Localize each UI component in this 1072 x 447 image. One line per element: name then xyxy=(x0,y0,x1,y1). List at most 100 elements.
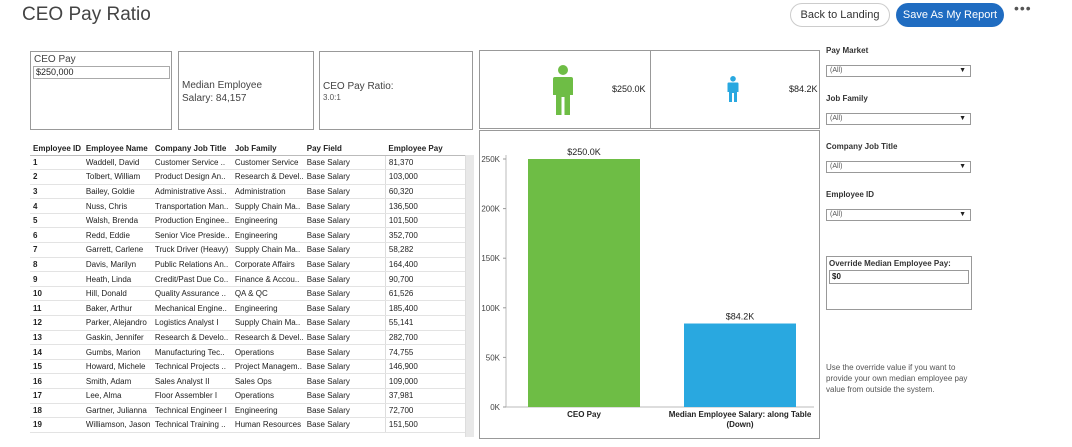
page-title: CEO Pay Ratio xyxy=(22,4,151,25)
table-cell: Smith, Adam xyxy=(82,373,152,389)
table-cell: 6 xyxy=(30,227,83,244)
filter-select-value: (All) xyxy=(830,163,843,170)
ceo-pay-input[interactable]: $250,000 xyxy=(33,66,170,79)
table-cell: 9 xyxy=(30,271,83,287)
ceo-pay-card: CEO Pay $250,000 xyxy=(30,51,172,130)
table-cell: Base Salary xyxy=(303,271,386,287)
table-scrollbar[interactable] xyxy=(465,155,474,437)
override-median-input[interactable]: $0 xyxy=(829,270,969,284)
table-cell: Transportation Man.. xyxy=(151,198,232,214)
filter-label: Job Family xyxy=(826,94,868,103)
table-cell: Technical Projects .. xyxy=(151,359,232,375)
filter-select[interactable]: (All) ▼ xyxy=(826,65,971,77)
table-cell: 55,141 xyxy=(384,315,466,331)
more-options-icon[interactable]: ••• xyxy=(1014,0,1032,16)
pay-comparison-chart-svg: 0K 50K 100K 150K 200K 250K $250.0K CEO Pay $84.2… xyxy=(481,147,814,429)
table-cell: Williamson, Jason xyxy=(82,417,152,433)
table-cell: 3 xyxy=(30,184,83,200)
column-header[interactable]: Company Job Title xyxy=(151,143,232,156)
chevron-down-icon[interactable]: ▼ xyxy=(959,211,966,218)
table-cell: 1 xyxy=(30,155,83,171)
bar xyxy=(528,159,640,407)
table-cell: Research & Develo.. xyxy=(151,330,232,346)
column-header[interactable]: Employee ID xyxy=(30,143,83,156)
filter-select[interactable]: (All) ▼ xyxy=(826,113,971,125)
employee-person-head xyxy=(730,76,736,82)
table-cell: Quality Assurance .. xyxy=(151,286,232,302)
save-report-button[interactable]: Save As My Report xyxy=(896,3,1004,27)
table-cell: Customer Service xyxy=(231,155,304,171)
chevron-down-icon[interactable]: ▼ xyxy=(959,163,966,170)
filter-label: Employee ID xyxy=(826,190,875,199)
table-row[interactable]: 15 Howard, Michele Technical Projects .. Pr… xyxy=(30,359,466,375)
chevron-down-icon[interactable]: ▼ xyxy=(959,67,966,74)
table-cell: Mechanical Engine.. xyxy=(151,300,232,317)
column-header[interactable]: Job Family xyxy=(231,143,304,156)
table-row[interactable]: 2 Tolbert, William Product Design An.. Rese… xyxy=(30,169,466,185)
table-row[interactable]: 1 Waddell, David Customer Service .. Custom… xyxy=(30,155,466,171)
table-cell: Garrett, Carlene xyxy=(82,242,152,258)
table-cell: Operations xyxy=(231,388,304,404)
back-to-landing-button[interactable]: Back to Landing xyxy=(790,3,890,27)
column-header[interactable]: Pay Field xyxy=(303,143,386,156)
column-header[interactable]: Employee Name xyxy=(82,143,152,156)
employee-person-icon xyxy=(727,76,739,102)
ceo-person-body xyxy=(553,77,573,115)
table-cell: Lee, Alma xyxy=(82,388,152,404)
table-cell: Base Salary xyxy=(303,242,386,258)
table-row[interactable]: 8 Davis, Marilyn Public Relations An.. Corp… xyxy=(30,257,466,273)
median-salary-label: Median Employee Salary: 84,157 xyxy=(182,79,262,105)
table-row[interactable]: 14 Gumbs, Marion Manufacturing Tec.. Operat… xyxy=(30,344,466,360)
employee-icon-card: $84.2K xyxy=(650,50,820,129)
filter-select[interactable]: (All) ▼ xyxy=(826,209,971,221)
table-row[interactable]: 6 Redd, Eddie Senior Vice Preside.. Enginee… xyxy=(30,227,466,244)
table-cell: Base Salary xyxy=(303,198,386,214)
y-tick-label: 150K xyxy=(481,254,500,263)
median-salary-label-line2: Salary: 84,157 xyxy=(182,93,247,104)
table-cell: 58,282 xyxy=(384,242,466,258)
table-cell: Customer Service .. xyxy=(151,155,232,171)
table-cell: Engineering xyxy=(231,213,304,229)
table-cell: Corporate Affairs xyxy=(231,257,304,273)
table-cell: Base Salary xyxy=(303,403,386,419)
table-cell: Base Salary xyxy=(303,359,386,375)
table-cell: 5 xyxy=(30,213,83,229)
table-cell: Supply Chain Ma.. xyxy=(231,198,304,214)
table-cell: 151,500 xyxy=(384,417,466,433)
table-cell: Baker, Arthur xyxy=(82,300,152,317)
column-header[interactable]: Employee Pay xyxy=(385,143,466,156)
chevron-down-icon[interactable]: ▼ xyxy=(959,115,966,122)
table-row[interactable]: 16 Smith, Adam Sales Analyst II Sales Ops Ba… xyxy=(30,373,466,389)
table-row[interactable]: 19 Williamson, Jason Technical Training ..… xyxy=(30,417,466,433)
employee-amount: $84.2K xyxy=(789,84,818,94)
table-row[interactable]: 17 Lee, Alma Floor Assembler I Operations Ba… xyxy=(30,388,466,404)
y-tick-label: 200K xyxy=(481,205,500,214)
table-row[interactable]: 11 Baker, Arthur Mechanical Engine.. Engine… xyxy=(30,300,466,317)
table-cell: Public Relations An.. xyxy=(151,257,232,273)
table-row[interactable]: 7 Garrett, Carlene Truck Driver (Heavy) Sup… xyxy=(30,242,466,258)
table-cell: Walsh, Brenda xyxy=(82,213,152,229)
ceo-pay-ratio-label: CEO Pay Ratio: xyxy=(323,81,394,92)
table-cell: Engineering xyxy=(231,227,304,244)
table-row[interactable]: 5 Walsh, Brenda Production Enginee.. Engine… xyxy=(30,213,466,229)
table-row[interactable]: 4 Nuss, Chris Transportation Man.. Supply C… xyxy=(30,198,466,214)
table-row[interactable]: 10 Hill, Donald Quality Assurance .. QA & Q… xyxy=(30,286,466,302)
table-body: 1 Waddell, David Customer Service .. Custom… xyxy=(30,155,466,433)
table-row[interactable]: 13 Gaskin, Jennifer Research & Develo.. Res… xyxy=(30,330,466,346)
table-cell: 18 xyxy=(30,403,83,419)
table-cell: Truck Driver (Heavy) xyxy=(151,242,232,258)
table-row[interactable]: 12 Parker, Alejandro Logistics Analyst I Su… xyxy=(30,315,466,331)
table-cell: 282,700 xyxy=(384,330,466,346)
table-row[interactable]: 9 Heath, Linda Credit/Past Due Co.. Finance… xyxy=(30,271,466,287)
table-cell: 352,700 xyxy=(384,227,466,244)
table-cell: Gumbs, Marion xyxy=(82,344,152,360)
table-cell: 19 xyxy=(30,417,83,433)
table-cell: Credit/Past Due Co.. xyxy=(151,271,232,287)
table-row[interactable]: 3 Bailey, Goldie Administrative Assi.. Admi… xyxy=(30,184,466,200)
y-tick-label: 100K xyxy=(481,304,500,313)
table-cell: Nuss, Chris xyxy=(82,198,152,214)
ceo-person-head xyxy=(558,65,568,75)
table-cell: QA & QC xyxy=(231,286,304,302)
filter-select[interactable]: (All) ▼ xyxy=(826,161,971,173)
